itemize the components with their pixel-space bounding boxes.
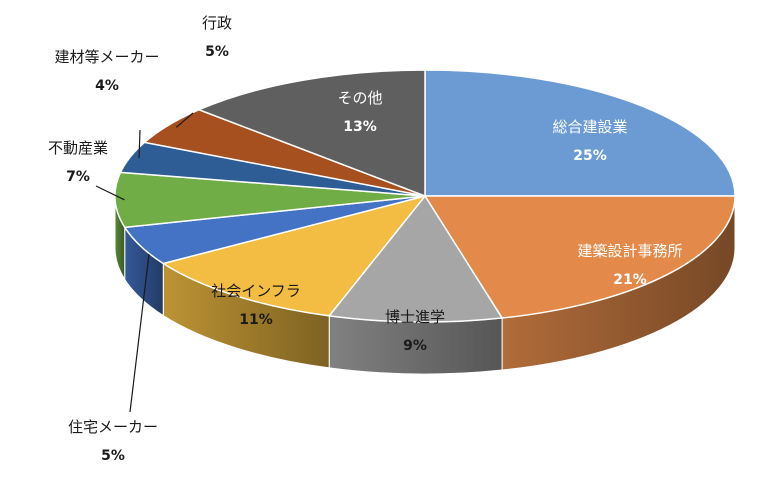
slice-label-3: 社会インフラ (211, 282, 301, 300)
leader-line-5 (95, 185, 125, 201)
slice-label-4: 住宅メーカー (68, 418, 158, 436)
leader-line-4 (129, 254, 150, 413)
slice-percent-4: 5% (101, 448, 125, 464)
slice-label-0: 総合建設業 (552, 118, 627, 136)
slice-percent-2: 9% (403, 338, 427, 354)
slice-label-6: 建材等メーカー (54, 48, 159, 66)
slice-percent-1: 21% (613, 272, 647, 288)
slice-percent-3: 11% (239, 312, 273, 328)
slice-percent-5: 7% (66, 169, 90, 185)
slice-labels: 総合建設業 25% 建築設計事務所 21% 博士進学 9% 社会インフラ 11% 住宅メーカー 5… (48, 14, 683, 464)
slice-1 (423, 195, 736, 319)
slice-label-8: その他 (337, 89, 382, 107)
leader-line-6 (138, 129, 141, 159)
slice-label-5: 不動産業 (48, 139, 108, 157)
slice-label-7: 行政 (202, 14, 232, 32)
slice-5 (114, 171, 426, 229)
slice-2 (327, 194, 504, 323)
slice-percent-6: 4% (95, 78, 119, 94)
slice-8 (197, 69, 426, 198)
slice-label-2: 博士進学 (385, 308, 445, 326)
leader-lines (95, 112, 194, 413)
slice-percent-0: 25% (573, 148, 607, 164)
slice-label-1: 建築設計事務所 (577, 242, 682, 260)
slice-percent-7: 5% (205, 44, 229, 60)
slice-percent-8: 13% (343, 119, 377, 135)
slice-3 (161, 194, 427, 317)
slice-0 (424, 69, 736, 197)
leader-line-7 (175, 112, 194, 128)
pie-slices (114, 69, 736, 323)
